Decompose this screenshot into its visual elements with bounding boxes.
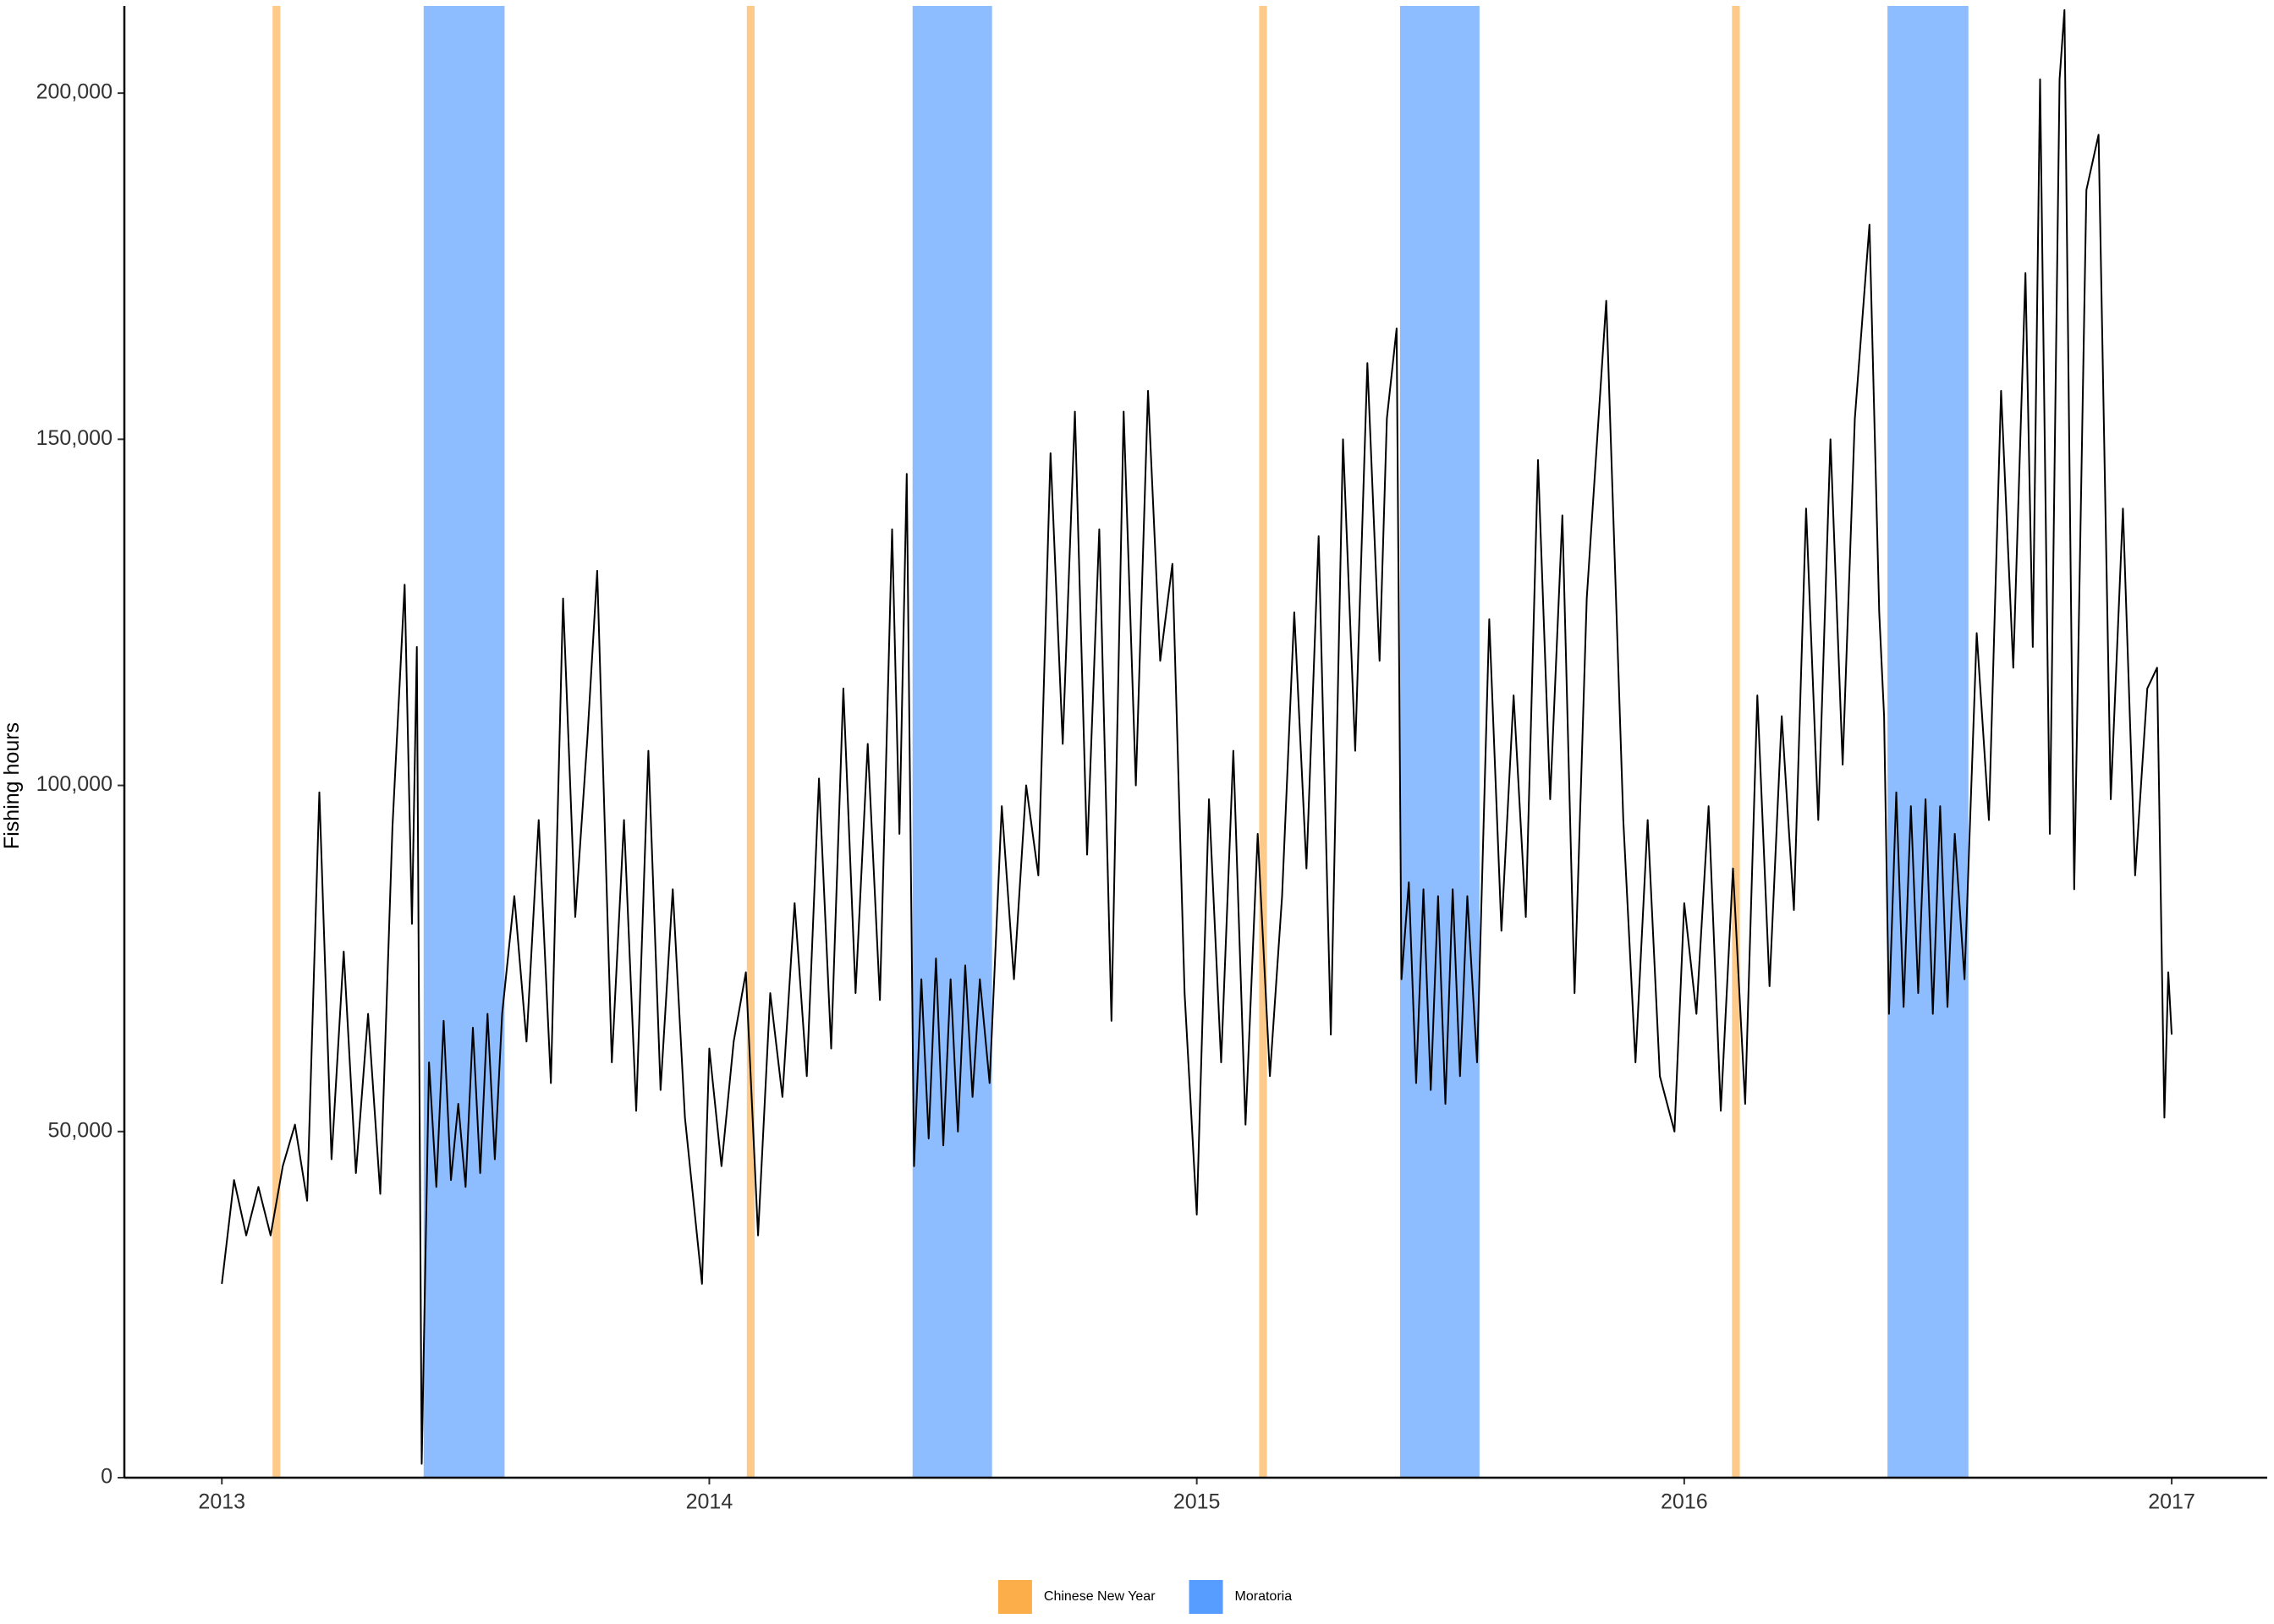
legend-swatch <box>997 1580 1032 1614</box>
y-tick-label: 150,000 <box>36 426 113 450</box>
y-tick-label: 50,000 <box>48 1118 113 1142</box>
shaded-periods <box>272 6 1969 1478</box>
shaded-period <box>746 6 755 1478</box>
shaded-period <box>1732 6 1740 1478</box>
data-line <box>221 8 2173 1465</box>
legend-label: Chinese New Year <box>1044 1589 1156 1604</box>
shaded-period <box>1399 6 1480 1478</box>
y-tick-label: 0 <box>101 1465 113 1489</box>
shaded-period <box>1259 6 1267 1478</box>
y-axis-title: Fishing hours <box>0 722 24 849</box>
shaded-period <box>1887 6 1969 1478</box>
y-tick-label: 200,000 <box>36 80 113 104</box>
x-tick-label: 2014 <box>686 1490 733 1514</box>
shaded-period <box>912 6 992 1478</box>
x-tick-label: 2013 <box>198 1490 245 1514</box>
x-tick-label: 2016 <box>1661 1490 1708 1514</box>
legend-swatch <box>1189 1580 1223 1614</box>
shaded-period <box>272 6 281 1478</box>
x-tick-label: 2017 <box>2148 1490 2195 1514</box>
shaded-period <box>423 6 505 1478</box>
x-tick-label: 2015 <box>1173 1490 1221 1514</box>
legend: Chinese New Year Moratoria <box>997 1580 1293 1614</box>
y-tick-label: 100,000 <box>36 772 113 796</box>
legend-label: Moratoria <box>1235 1589 1293 1604</box>
